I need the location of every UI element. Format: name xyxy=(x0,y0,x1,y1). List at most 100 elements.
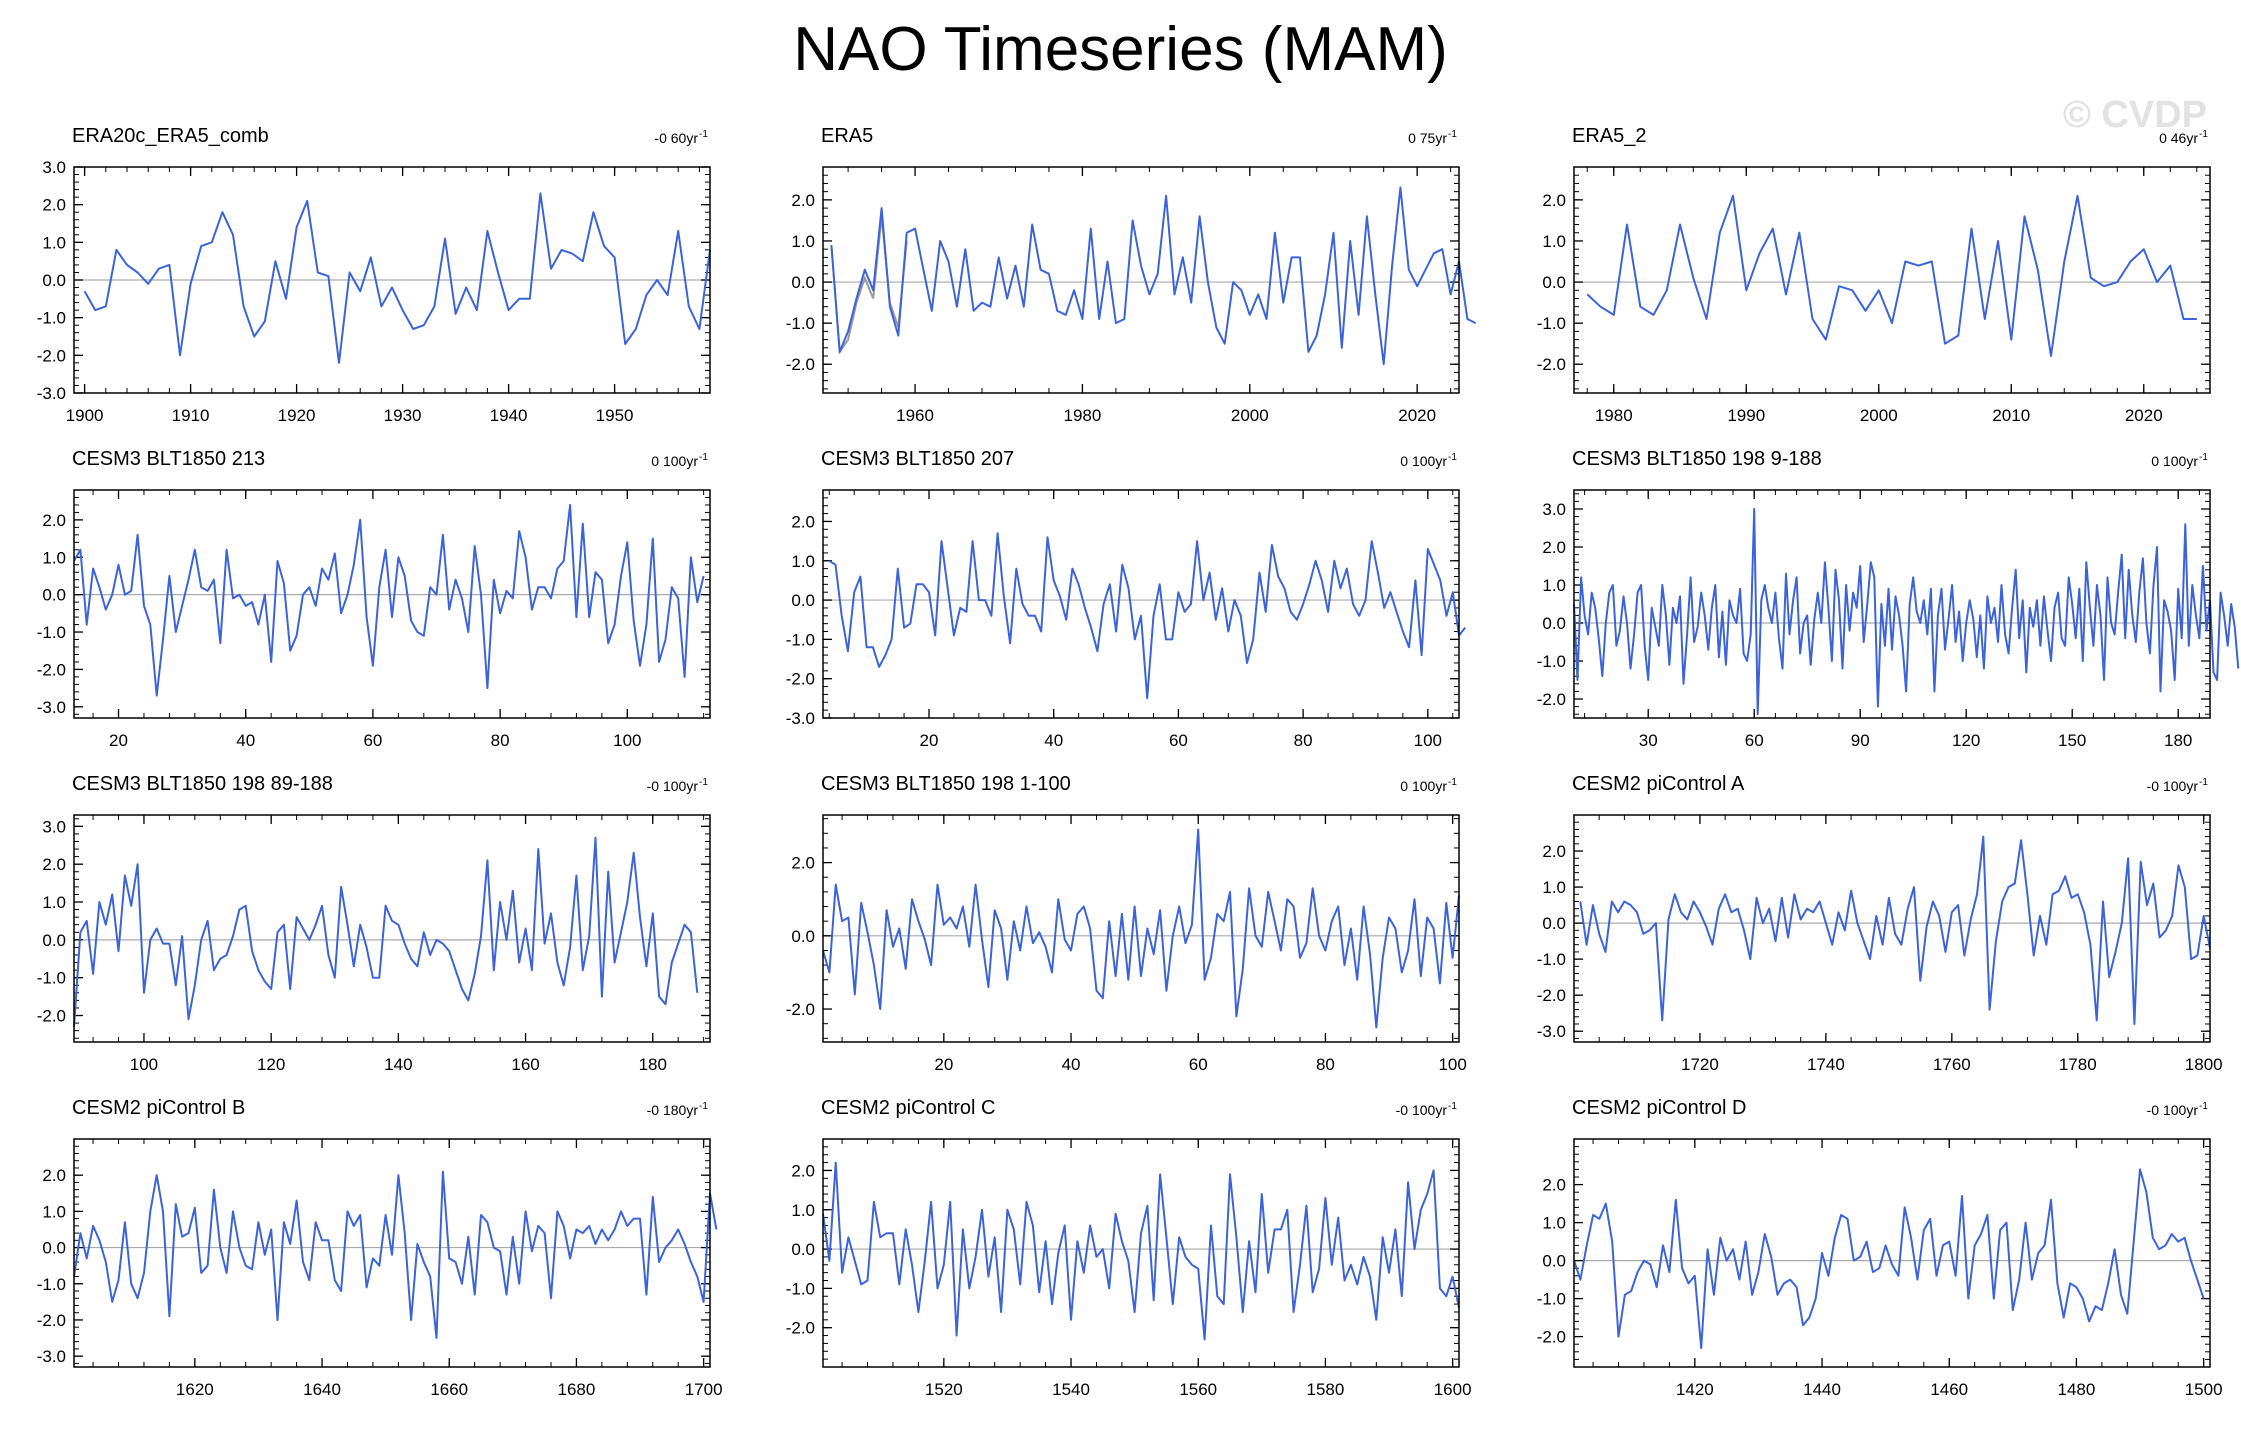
y-tick-label: -1.0 xyxy=(37,1275,66,1294)
plot-frame xyxy=(1573,166,2211,394)
y-tick-label: 2.0 xyxy=(791,1161,815,1180)
y-tick-label: 0.0 xyxy=(1542,914,1566,933)
y-tick-label: -3.0 xyxy=(1537,1022,1566,1041)
x-tick-label: 80 xyxy=(491,731,510,750)
y-tick-label: 1.0 xyxy=(791,552,815,571)
x-tick-label: 80 xyxy=(1294,731,1313,750)
x-tick-label: 1620 xyxy=(176,1380,214,1399)
y-tick-label: 1.0 xyxy=(42,233,66,252)
y-tick-label: 0.0 xyxy=(1542,1252,1566,1271)
y-tick-label: -3.0 xyxy=(786,709,815,728)
x-tick-label: 1440 xyxy=(1803,1380,1841,1399)
panel-title: CESM2 piControl B xyxy=(72,1097,245,1119)
x-tick-label: 1990 xyxy=(1727,406,1765,425)
x-tick-label: 160 xyxy=(511,1055,539,1074)
panel-title: CESM3 BLT1850 198 9-188 xyxy=(1572,448,1822,470)
panel-title: CESM2 piControl C xyxy=(821,1097,996,1119)
y-tick-label: 2.0 xyxy=(42,1166,66,1185)
chart-panel-10: CESM2 piControl B -0 180yr -1 -3.0 -2.0 -1.0 0… xyxy=(37,1097,723,1399)
y-tick-label: -2.0 xyxy=(37,1007,66,1026)
y-tick-label: 0.0 xyxy=(791,927,815,946)
trend-exponent: -1 xyxy=(699,777,708,788)
panel-title: CESM3 BLT1850 207 xyxy=(821,448,1014,470)
x-tick-label: 100 xyxy=(1414,731,1442,750)
plot-frame xyxy=(73,814,711,1043)
x-tick-label: 1950 xyxy=(596,406,634,425)
x-tick-label: 60 xyxy=(1745,731,1764,750)
y-tick-label: -1.0 xyxy=(1537,950,1566,969)
panel-title: CESM2 piControl A xyxy=(1572,773,1745,795)
y-tick-label: 0.0 xyxy=(1542,273,1566,292)
y-tick-label: -3.0 xyxy=(37,698,66,717)
y-tick-label: -1.0 xyxy=(1537,1290,1566,1309)
y-tick-label: 1.0 xyxy=(42,548,66,567)
x-tick-label: 1420 xyxy=(1676,1380,1714,1399)
panel-title: ERA20c_ERA5_comb xyxy=(72,125,269,147)
x-tick-label: 100 xyxy=(613,731,641,750)
y-tick-label: -2.0 xyxy=(786,670,815,689)
x-tick-label: 30 xyxy=(1639,731,1658,750)
x-tick-label: 2010 xyxy=(1992,406,2030,425)
y-tick-label: 1.0 xyxy=(42,893,66,912)
trend-exponent: -1 xyxy=(699,452,708,463)
plot-frame xyxy=(822,166,1460,394)
trend-label: 0 46yr xyxy=(2159,130,2198,146)
chart-panel-3: ERA5_2 0 46yr -1 -2.0 -1.0 0.0 1.0 2.0 1980 1990 2… xyxy=(1537,125,2211,425)
plot-frame xyxy=(822,489,1460,719)
x-tick-label: 60 xyxy=(1169,731,1188,750)
x-tick-label: 40 xyxy=(236,731,255,750)
y-tick-label: 1.0 xyxy=(1542,878,1566,897)
y-tick-label: 2.0 xyxy=(791,854,815,873)
y-tick-label: -2.0 xyxy=(37,660,66,679)
series-line xyxy=(822,828,1460,1029)
x-tick-label: 1980 xyxy=(1595,406,1633,425)
x-tick-label: 2020 xyxy=(2125,406,2163,425)
trend-label: -0 180yr xyxy=(647,1102,699,1118)
figure-title: NAO Timeseries (MAM) xyxy=(793,15,1448,84)
y-tick-label: -2.0 xyxy=(1537,1328,1566,1347)
plot-frame xyxy=(73,1138,711,1368)
plot-frame xyxy=(73,489,711,719)
y-tick-label: 0.0 xyxy=(1542,614,1566,633)
x-tick-label: 1940 xyxy=(490,406,528,425)
x-tick-label: 2000 xyxy=(1231,406,1269,425)
plot-frame xyxy=(1573,814,2211,1043)
trend-exponent: -1 xyxy=(699,129,708,140)
series-line xyxy=(1573,1168,2205,1349)
x-tick-label: 40 xyxy=(1062,1055,1081,1074)
x-tick-label: 180 xyxy=(2164,731,2192,750)
y-tick-label: 0.0 xyxy=(42,586,66,605)
x-tick-label: 2000 xyxy=(1860,406,1898,425)
y-tick-label: 2.0 xyxy=(791,512,815,531)
x-tick-label: 2020 xyxy=(1398,406,1436,425)
y-tick-label: 0.0 xyxy=(42,1239,66,1258)
y-tick-label: -2.0 xyxy=(786,1000,815,1019)
x-tick-label: 120 xyxy=(257,1055,285,1074)
series-line xyxy=(1586,194,2197,357)
y-tick-label: 0.0 xyxy=(791,1240,815,1259)
x-tick-label: 1920 xyxy=(278,406,316,425)
x-tick-label: 1560 xyxy=(1179,1380,1217,1399)
y-tick-label: 1.0 xyxy=(791,1201,815,1220)
x-tick-label: 100 xyxy=(1438,1055,1466,1074)
y-tick-label: 0.0 xyxy=(42,271,66,290)
y-tick-label: 3.0 xyxy=(1542,500,1566,519)
y-tick-label: 1.0 xyxy=(791,232,815,251)
trend-label: -0 100yr xyxy=(2147,1102,2199,1118)
panel-title: ERA5 xyxy=(821,125,873,147)
panel-title: CESM3 BLT1850 198 1-100 xyxy=(821,773,1071,795)
x-tick-label: 40 xyxy=(1044,731,1063,750)
y-tick-label: -1.0 xyxy=(37,623,66,642)
trend-exponent: -1 xyxy=(2199,129,2208,140)
y-tick-label: -1.0 xyxy=(786,630,815,649)
y-tick-label: -2.0 xyxy=(37,346,66,365)
trend-label: -0 100yr xyxy=(1396,1102,1448,1118)
x-tick-label: 1800 xyxy=(2185,1055,2223,1074)
series-line xyxy=(73,1170,718,1339)
y-tick-label: 1.0 xyxy=(1542,1214,1566,1233)
x-tick-label: 1540 xyxy=(1052,1380,1090,1399)
y-tick-label: 2.0 xyxy=(42,196,66,215)
x-tick-label: 80 xyxy=(1316,1055,1335,1074)
y-tick-label: 2.0 xyxy=(1542,538,1566,557)
trend-label: -0 100yr xyxy=(647,778,699,794)
